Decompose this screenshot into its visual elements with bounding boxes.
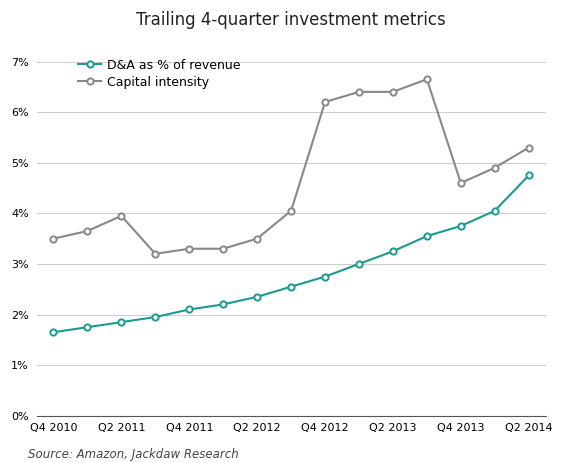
D&A as % of revenue bbox=[491, 208, 498, 213]
Capital intensity bbox=[50, 236, 57, 241]
Capital intensity bbox=[220, 246, 226, 251]
Capital intensity bbox=[321, 99, 328, 105]
Capital intensity bbox=[254, 236, 260, 241]
D&A as % of revenue bbox=[321, 274, 328, 279]
Capital intensity bbox=[355, 89, 362, 94]
Capital intensity bbox=[389, 89, 396, 94]
Capital intensity bbox=[525, 145, 532, 150]
Capital intensity bbox=[186, 246, 192, 251]
D&A as % of revenue bbox=[254, 294, 260, 300]
Capital intensity bbox=[152, 251, 158, 257]
Title: Trailing 4-quarter investment metrics: Trailing 4-quarter investment metrics bbox=[136, 11, 446, 29]
Capital intensity bbox=[118, 213, 125, 219]
Capital intensity bbox=[457, 180, 464, 186]
Text: Source: Amazon, Jackdaw Research: Source: Amazon, Jackdaw Research bbox=[28, 448, 239, 461]
D&A as % of revenue bbox=[220, 301, 226, 307]
Legend: D&A as % of revenue, Capital intensity: D&A as % of revenue, Capital intensity bbox=[74, 54, 246, 94]
Capital intensity bbox=[288, 208, 294, 213]
Capital intensity bbox=[84, 228, 91, 234]
D&A as % of revenue bbox=[355, 261, 362, 267]
D&A as % of revenue bbox=[84, 325, 91, 330]
D&A as % of revenue bbox=[423, 233, 430, 239]
D&A as % of revenue bbox=[525, 173, 532, 178]
D&A as % of revenue bbox=[152, 314, 158, 320]
D&A as % of revenue bbox=[118, 319, 125, 325]
D&A as % of revenue bbox=[389, 249, 396, 254]
Capital intensity bbox=[491, 165, 498, 170]
D&A as % of revenue bbox=[50, 330, 57, 335]
D&A as % of revenue bbox=[288, 284, 294, 289]
Capital intensity bbox=[423, 76, 430, 82]
Line: Capital intensity: Capital intensity bbox=[50, 76, 532, 257]
Line: D&A as % of revenue: D&A as % of revenue bbox=[50, 172, 532, 335]
D&A as % of revenue bbox=[186, 307, 192, 312]
D&A as % of revenue bbox=[457, 223, 464, 229]
